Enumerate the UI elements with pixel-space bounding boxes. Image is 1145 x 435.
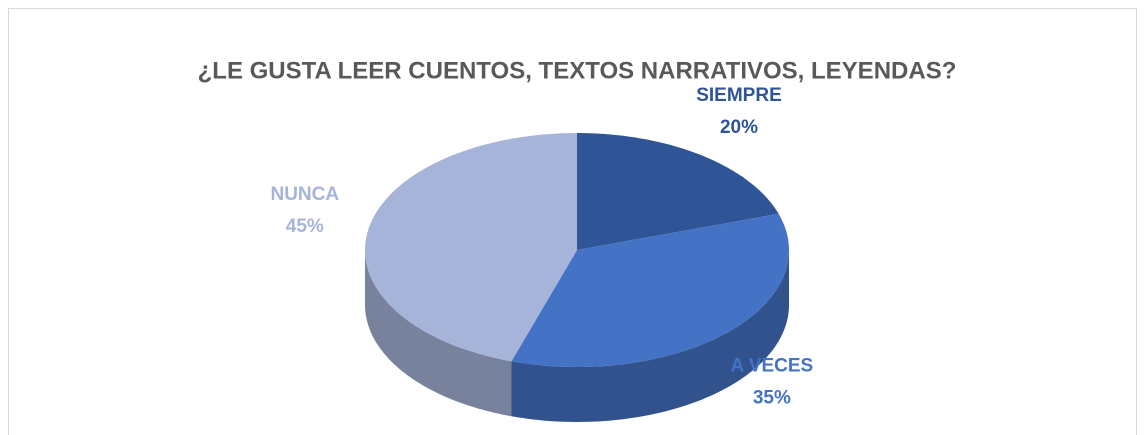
slice — [511, 213, 789, 367]
chart-title: ¿LE GUSTA LEER CUENTOS, TEXTOS NARRATIVO… — [198, 57, 957, 84]
chart-border — [8, 8, 1137, 435]
data-label-name: NUNCA — [270, 184, 339, 205]
data-label-value: 20% — [720, 117, 758, 138]
slice-side — [511, 250, 789, 422]
slice — [577, 133, 779, 250]
data-label-name: SIEMPRE — [696, 85, 782, 106]
slice — [365, 133, 577, 362]
data-label-value: 35% — [753, 388, 791, 409]
data-label-name: A VECES — [731, 356, 814, 377]
data-label-value: 45% — [286, 216, 324, 237]
slice-side — [365, 250, 512, 417]
